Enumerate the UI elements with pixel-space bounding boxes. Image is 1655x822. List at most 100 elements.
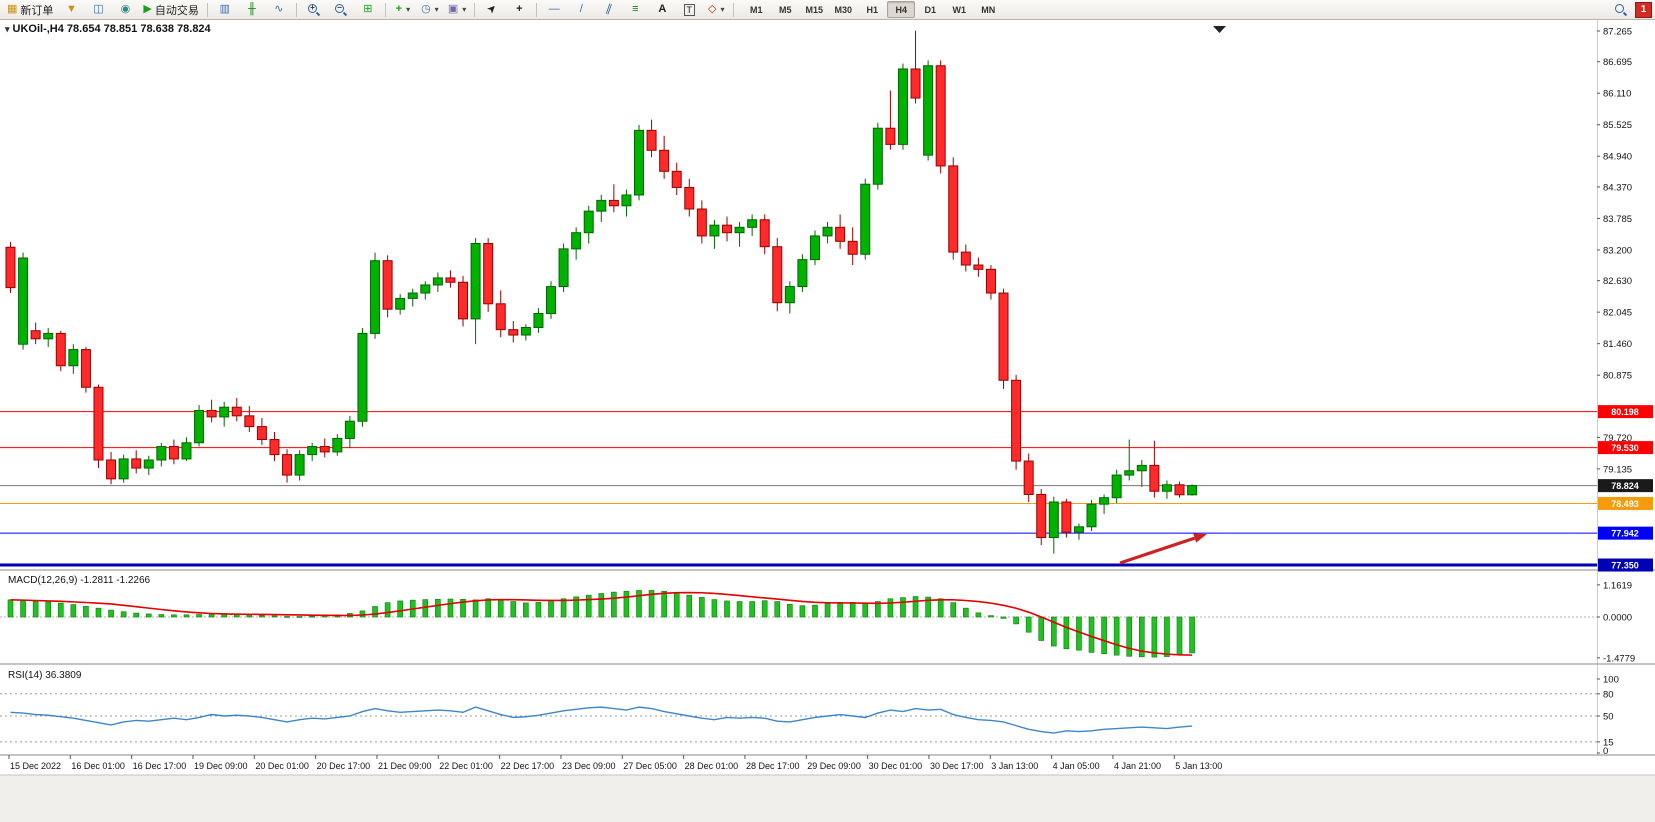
toolbar-separator xyxy=(206,2,208,17)
timeframe-group: M1 M5 M15 M30 H1 H4 D1 W1 MN xyxy=(742,1,1002,18)
svg-text:28 Dec 01:00: 28 Dec 01:00 xyxy=(685,761,739,771)
market-watch-button[interactable]: ▼ xyxy=(58,0,84,19)
svg-text:84.370: 84.370 xyxy=(1603,182,1632,193)
trendline-button[interactable]: / xyxy=(568,0,594,19)
bar-chart-icon: ▥ xyxy=(219,3,231,15)
zoom-in-button[interactable]: + xyxy=(301,0,327,19)
periods-button[interactable]: ◷ ▾ xyxy=(417,0,443,19)
svg-text:82.045: 82.045 xyxy=(1603,308,1632,319)
svg-text:77.942: 77.942 xyxy=(1611,529,1639,539)
svg-text:100: 100 xyxy=(1603,675,1619,686)
timeframe-m15-button[interactable]: M15 xyxy=(805,4,824,15)
svg-text:23 Dec 09:00: 23 Dec 09:00 xyxy=(562,761,616,771)
market-watch-icon: ▼ xyxy=(65,3,77,15)
cursor-icon: ➤ xyxy=(484,1,500,17)
svg-text:4 Jan 21:00: 4 Jan 21:00 xyxy=(1114,761,1161,771)
data-window-button[interactable]: ◫ xyxy=(85,0,111,19)
chart-canvas[interactable]: 80.198 79.530 78.824 78.493 77.942 77.350 87.2… xyxy=(0,20,1655,822)
timeframe-w1-button[interactable]: W1 xyxy=(952,4,967,15)
svg-text:-1.4779: -1.4779 xyxy=(1603,653,1635,664)
cursor-button[interactable]: ➤ xyxy=(479,0,505,19)
indicators-button[interactable]: + ▾ xyxy=(390,0,416,19)
new-order-icon: ▦ xyxy=(7,3,18,15)
crosshair-icon: + xyxy=(516,3,523,15)
candlestick-chart-button[interactable]: ╫ xyxy=(239,0,265,19)
zoom-out-icon: − xyxy=(334,3,347,16)
svg-text:50: 50 xyxy=(1603,712,1614,723)
zoom-in-icon: + xyxy=(307,3,320,16)
crosshair-button[interactable]: + xyxy=(506,0,532,19)
line-chart-icon: ∿ xyxy=(274,3,284,15)
timeframe-m5-button[interactable]: M5 xyxy=(779,4,792,15)
level-lines[interactable]: 80.198 79.530 78.824 78.493 77.942 77.350 xyxy=(0,405,1653,572)
timeframe-d1-button[interactable]: D1 xyxy=(924,4,937,15)
svg-text:RSI(14) 36.3809: RSI(14) 36.3809 xyxy=(8,670,82,681)
svg-text:15: 15 xyxy=(1603,737,1614,748)
svg-text:79.720: 79.720 xyxy=(1603,433,1632,444)
scroll-marker-icon[interactable] xyxy=(1213,26,1226,33)
annotation-arrow[interactable] xyxy=(1119,533,1207,565)
horizontal-line-icon: — xyxy=(548,3,560,15)
notification-badge[interactable]: 1 xyxy=(1635,1,1652,18)
fibonacci-button[interactable]: ≡ xyxy=(622,0,648,19)
svg-text:21 Dec 09:00: 21 Dec 09:00 xyxy=(378,761,432,771)
svg-text:80.198: 80.198 xyxy=(1611,407,1639,417)
new-order-button[interactable]: ▦ 新订单 xyxy=(3,0,57,19)
timeframe-m30-button[interactable]: M30 xyxy=(834,4,853,15)
search-button[interactable] xyxy=(1608,0,1634,19)
price-axis[interactable]: 87.265 86.695 86.110 85.525 84.940 84.370 83.7… xyxy=(1597,27,1632,476)
text-label-button[interactable]: T xyxy=(676,0,702,19)
tile-windows-button[interactable]: ⊞ xyxy=(355,0,381,19)
svg-text:80: 80 xyxy=(1603,689,1614,700)
macd-panel: MACD(12,26,9) -1.2811 -1.2266 1.1619 0.000… xyxy=(0,575,1635,664)
svg-text:15 Dec 2022: 15 Dec 2022 xyxy=(10,761,61,771)
shapes-icon: ◇ xyxy=(708,3,717,15)
svg-text:81.460: 81.460 xyxy=(1603,339,1632,350)
time-axis[interactable]: 15 Dec 2022 16 Dec 01:00 16 Dec 17:00 19 De… xyxy=(8,755,1222,771)
shapes-button[interactable]: ◇ ▾ xyxy=(703,0,729,19)
bar-chart-button[interactable]: ▥ xyxy=(212,0,238,19)
templates-button[interactable]: ▣ ▾ xyxy=(444,0,470,19)
timeframe-m1-button[interactable]: M1 xyxy=(750,4,763,15)
text-button[interactable]: A xyxy=(649,0,675,19)
svg-text:28 Dec 17:00: 28 Dec 17:00 xyxy=(746,761,800,771)
svg-text:1.1619: 1.1619 xyxy=(1603,580,1632,591)
auto-trading-button[interactable]: ▶ 自动交易 xyxy=(139,0,202,19)
line-chart-button[interactable]: ∿ xyxy=(266,0,292,19)
svg-text:19 Dec 09:00: 19 Dec 09:00 xyxy=(194,761,248,771)
timeframe-mn-button[interactable]: MN xyxy=(981,4,996,15)
chart-title[interactable]: ▾ UKOil-,H4 78.654 78.851 78.638 78.824 xyxy=(5,23,211,35)
svg-text:5 Jan 13:00: 5 Jan 13:00 xyxy=(1175,761,1222,771)
symbol-marker-icon: ▾ xyxy=(5,23,10,34)
svg-text:MACD(12,26,9) -1.2811 -1.2266: MACD(12,26,9) -1.2811 -1.2266 xyxy=(8,575,151,586)
chevron-down-icon: ▾ xyxy=(462,5,467,14)
toolbar: ▦ 新订单 ▼ ◫ ◉ ▶ 自动交易 ▥ ╫ ∿ + − ⊞ + ▾ ◷ ▾ ▣ ▾ … xyxy=(0,0,1655,20)
toolbar-separator xyxy=(384,2,386,17)
svg-text:3 Jan 13:00: 3 Jan 13:00 xyxy=(991,761,1038,771)
search-icon xyxy=(1615,3,1627,16)
svg-text:16 Dec 01:00: 16 Dec 01:00 xyxy=(71,761,125,771)
svg-text:80.875: 80.875 xyxy=(1603,371,1632,382)
svg-text:83.785: 83.785 xyxy=(1603,214,1632,225)
svg-text:30 Dec 17:00: 30 Dec 17:00 xyxy=(930,761,984,771)
svg-text:22 Dec 17:00: 22 Dec 17:00 xyxy=(501,761,555,771)
candlestick-chart-icon: ╫ xyxy=(247,3,256,15)
navigator-button[interactable]: ◉ xyxy=(112,0,138,19)
timeframe-h1-button[interactable]: H1 xyxy=(866,4,879,15)
svg-text:86.695: 86.695 xyxy=(1603,57,1632,68)
toolbar-separator xyxy=(733,2,735,17)
svg-text:78.493: 78.493 xyxy=(1611,499,1639,509)
text-icon: A xyxy=(658,3,667,15)
chevron-down-icon: ▾ xyxy=(720,5,725,14)
channel-button[interactable]: ∥ xyxy=(595,0,621,19)
horizontal-line-button[interactable]: — xyxy=(541,0,567,19)
toolbar-separator xyxy=(474,2,476,17)
chart-title-text: UKOil-,H4 78.654 78.851 78.638 78.824 xyxy=(12,23,211,35)
chart-background xyxy=(0,20,1655,822)
zoom-out-button[interactable]: − xyxy=(328,0,354,19)
svg-text:77.350: 77.350 xyxy=(1611,561,1639,571)
svg-text:16 Dec 17:00: 16 Dec 17:00 xyxy=(133,761,187,771)
indicators-icon: + xyxy=(395,3,403,15)
timeframe-h4-button[interactable]: H4 xyxy=(887,1,916,18)
svg-text:0: 0 xyxy=(1603,746,1608,757)
